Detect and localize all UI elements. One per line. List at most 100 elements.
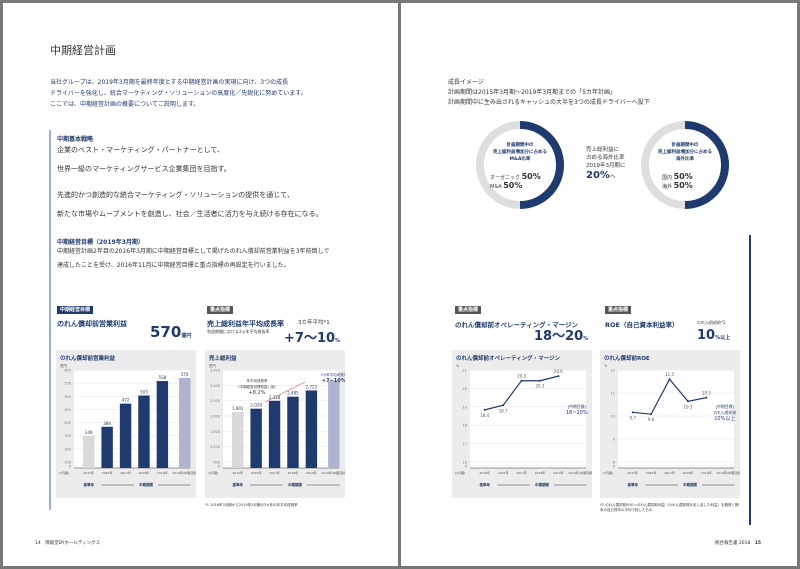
kpi-number: +7～10 xyxy=(284,331,336,346)
x-tick-label: 2017年 xyxy=(664,470,675,475)
x-tick-label: 2017年 xyxy=(516,470,527,475)
donut-item-value: 50% xyxy=(673,181,693,190)
y-tick-label: 550 xyxy=(64,382,71,386)
bar xyxy=(232,412,244,468)
bar-value-label: 558 xyxy=(159,375,167,380)
data-label: 18.4 xyxy=(480,413,489,418)
y-tick-label: 0 xyxy=(69,465,71,469)
target-annotation: +7~10% xyxy=(322,378,345,384)
donut-ma-ratio xyxy=(476,121,564,209)
x-tick-label: 2019年 xyxy=(306,470,317,475)
data-point xyxy=(557,375,560,378)
x-tick-label: 2019年 xyxy=(157,470,168,475)
kpi-operating-margin: 重点指標 のれん償却前オペレーティング・マージン xyxy=(455,296,578,329)
growth-annotation: 年平均成長率 xyxy=(247,378,268,383)
bar-value-label: 2,028 xyxy=(250,403,262,408)
kpi-unit: %以上 xyxy=(715,335,731,341)
kpi-value: 18～20% xyxy=(534,325,588,344)
chart-title: 売上総利益 xyxy=(209,356,237,362)
kpi-note: のれん償却前*2 xyxy=(697,320,726,325)
x-tick-label: 2017年 xyxy=(120,470,131,475)
data-label: 10.5 xyxy=(702,391,711,396)
y-tick-label: 1,500 xyxy=(210,430,220,434)
donut-segment xyxy=(519,121,564,209)
chart-operating-margin: のれん償却前オペレーティング・マージン% 0 15 17 18 19 20 21 2015年 20… xyxy=(452,350,592,498)
x-tick-label: 2017年 xyxy=(269,470,280,475)
bar-value-label: 570 xyxy=(181,372,189,377)
data-label: 9.7 xyxy=(630,415,637,420)
donut-item-label: 国内 xyxy=(662,175,673,181)
period-label: 中期期間 xyxy=(288,482,302,487)
x-tick-label: 2015年 xyxy=(479,470,490,475)
data-label: 20.3 xyxy=(517,374,526,379)
kpi-sub: 利益期間における3ヵ年平均成長率 xyxy=(207,329,270,334)
y-tick-label: 1,000 xyxy=(210,445,220,449)
donut-segment xyxy=(684,121,729,209)
donut-overseas-ratio xyxy=(641,121,729,209)
period-label-bg xyxy=(282,481,307,488)
data-point xyxy=(502,404,505,407)
data-label: 9.6 xyxy=(648,417,655,422)
section-rule xyxy=(49,130,51,510)
bar-value-label: 503 xyxy=(140,389,148,394)
chart-svg: % 08 9 10 11 12 2015年 2016年 2017年 2018年 2019年 2019年… xyxy=(603,364,740,488)
x-tick-label: 2018年 xyxy=(288,470,299,475)
kpi-name: 売上総利益年平均成長率 xyxy=(207,320,284,328)
footer-left: 14 博報堂DYホールディングス xyxy=(35,540,100,546)
donut-label-line: M&A比率 xyxy=(509,157,531,162)
target-block: 中期経営目標（2019年3月期） 中期経営計画2年目の2016年3月期に中期経営… xyxy=(57,237,329,271)
kpi-value: 10%以上 xyxy=(697,328,730,343)
growth-image: 成長イメージ 計画期間は2015年3月期～2019年3月期までの「5カ年計画」 … xyxy=(448,78,650,108)
target-label: [中期目標] xyxy=(716,404,735,409)
kpi-note: 3カ年平均*1 xyxy=(298,320,330,326)
donut-center-label: 計画期間中の 売上総利益増加分に占める 海外比率 xyxy=(655,142,715,163)
y-tick-label: 2,000 xyxy=(210,415,220,419)
y-tick-label: 3,500 xyxy=(210,369,220,373)
x-tick-label: 2019年 xyxy=(553,470,564,475)
strategy-line: 企業のベスト・マーケティング・パートナーとして、 xyxy=(57,146,225,154)
bar xyxy=(179,377,191,468)
chart-operating-profit: のれん償却前営業利益 億円 0 250 300 350 400 450 500 550 600 201… xyxy=(56,350,196,498)
kpi-unit: 億円 xyxy=(181,333,192,339)
x-tick-label: 2019年(中期目標) xyxy=(716,470,740,475)
base-year-label: 基準年 xyxy=(479,482,490,487)
period-label-bg xyxy=(133,481,158,488)
note-line: 2019年3月期に xyxy=(586,163,626,169)
donut-label-line: 海外比率 xyxy=(676,157,694,162)
chart-svg: % 015 17 18 19 20 21 2015年 2016年 2017年 2018年 2019年 2… xyxy=(455,364,592,488)
growth-arrow xyxy=(264,381,306,403)
bar xyxy=(287,396,299,468)
x-axis-unit: (3月期) xyxy=(455,470,465,475)
y-tick-label: 11 xyxy=(611,392,615,396)
period-label: 中期期間 xyxy=(139,482,153,487)
strategy-line: 先進的かつ創造的な統合マーケティング・ソリューションの提供を通じて、 xyxy=(57,191,294,199)
y-tick-label: 20 xyxy=(463,387,467,391)
x-tick-label: 2016年 xyxy=(102,470,113,475)
data-label: 11.5 xyxy=(665,372,674,377)
page-title: 中期経営計画 xyxy=(50,44,116,57)
intro-text: 当社グループは、2019年3月期を最終年度とする中期経営計画の実現に向け、3つの… xyxy=(50,77,307,110)
kpi-gross-profit-growth: 重点指標 売上総利益年平均成長率 利益期間における3ヵ年平均成長率 xyxy=(207,296,284,335)
base-year-label: 基準年 xyxy=(232,482,243,487)
growth-line: 計画期間中に生み出されるキャッシュの大半を3つの成長ドライバーへ投下 xyxy=(448,99,650,106)
bar-value-label: 384 xyxy=(103,421,111,426)
x-tick-label: 2018年 xyxy=(535,470,546,475)
y-tick-label: 12 xyxy=(611,369,615,373)
chart-roe: のれん償却前ROE% 0 8 9 10 11 12 2015年 2016年 2017年 2018年 2… xyxy=(600,350,740,498)
overseas-ratio-value: 20% xyxy=(586,170,610,181)
y-tick-label: 450 xyxy=(64,408,71,412)
x-tick-label: 2015年 xyxy=(83,470,94,475)
y-tick-label: 500 xyxy=(64,395,71,399)
kpi-number: 10 xyxy=(697,328,716,343)
bar xyxy=(268,400,281,468)
page-number: 15 xyxy=(754,541,761,546)
donut-label-line: 計画期間中の xyxy=(671,143,699,148)
intro-line: ここでは、中期経営計画の概要についてご説明します。 xyxy=(50,101,200,108)
donut-item-label: 海外 xyxy=(662,184,673,190)
y-tick-label: 600 xyxy=(64,369,71,373)
x-tick-label: 2019年(中期目標) xyxy=(321,470,345,475)
target-line: 達成したことを受け、2016年11月に中期経営目標と重点指標の再設定を行いました… xyxy=(57,262,290,269)
data-point xyxy=(483,408,486,411)
